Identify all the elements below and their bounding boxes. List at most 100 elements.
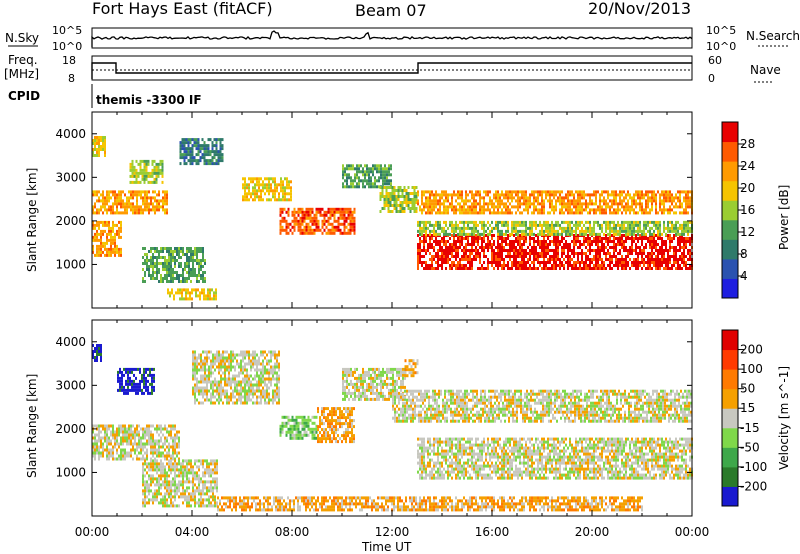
freq-trace xyxy=(91,62,692,79)
freq-panel-frame xyxy=(91,55,693,81)
colorbar-swatch-1 xyxy=(722,466,738,487)
colorbar-label-5: -50 xyxy=(740,440,760,454)
ytick-label-0-2: 3000 xyxy=(55,170,86,184)
data-region-0-12 xyxy=(417,234,693,270)
colorbar-swatch-8 xyxy=(722,330,738,351)
colorbar-swatch-8 xyxy=(722,122,738,143)
station-title: Fort Hays East (fitACF) xyxy=(92,0,273,18)
data-region-1-10 xyxy=(404,359,419,378)
xtick-label-6: 00:00 xyxy=(675,525,710,539)
colorbar-frame xyxy=(721,329,739,507)
data-region-0-10 xyxy=(379,186,418,213)
ytick-label-1-1: 2000 xyxy=(55,422,86,436)
data-region-1-8 xyxy=(392,389,692,423)
nsearch-tick-low: 10^0 xyxy=(706,40,736,53)
nsky-trace xyxy=(91,30,693,47)
colorbar-label-4: 20 xyxy=(740,181,755,195)
data-region-0-0 xyxy=(92,220,122,257)
xtick-label-1: 04:00 xyxy=(175,525,210,539)
power-panel-data xyxy=(92,136,693,301)
colorbar-swatch-5 xyxy=(722,180,738,201)
ytick-label-1-2: 3000 xyxy=(55,378,86,392)
data-region-1-6 xyxy=(317,407,355,444)
data-region-0-4 xyxy=(142,247,206,283)
nave-tick-low: 0 xyxy=(708,72,715,85)
ytick-label-0-1: 2000 xyxy=(55,214,86,228)
data-region-0-3 xyxy=(92,136,106,157)
xtick-label-0: 00:00 xyxy=(75,525,110,539)
colorbar-swatch-3 xyxy=(722,219,738,240)
colorbar-swatch-1 xyxy=(722,258,738,279)
data-region-1-11 xyxy=(217,496,643,512)
colorbar-swatch-6 xyxy=(722,161,738,182)
velocity-colorbar-label: Velocity [m s^-1] xyxy=(777,366,791,470)
freq-label: Freq. xyxy=(8,53,38,67)
nsky-label: N.Sky xyxy=(5,31,39,45)
date-title: 20/Nov/2013 xyxy=(588,0,691,18)
power-ylabel: Slant Range [km] xyxy=(25,168,39,272)
data-region-0-2 xyxy=(129,159,164,184)
velocity-panel-data xyxy=(92,344,693,512)
colorbar-label-2: 12 xyxy=(740,225,755,239)
xtick-label-2: 08:00 xyxy=(275,525,310,539)
ytick-label-1-0: 1000 xyxy=(55,465,86,479)
data-region-0-5 xyxy=(167,288,217,301)
xtick-label-3: 12:00 xyxy=(375,525,410,539)
axes-ticks: 1000 2000 3000 4000 1000 2000 3000 4000 00:00 04:… xyxy=(55,112,709,539)
colorbar-swatch-5 xyxy=(722,388,738,409)
colorbar-label-0: 4 xyxy=(740,269,748,283)
data-region-0-13 xyxy=(417,220,693,236)
colorbar-label-6: 28 xyxy=(740,137,755,151)
colorbar-swatch-7 xyxy=(722,141,738,162)
nsky-tick-high: 10^5 xyxy=(52,24,82,37)
colorbar-swatch-2 xyxy=(722,239,738,260)
cpid-text: themis -3300 IF xyxy=(96,93,202,107)
ytick-label-0-3: 4000 xyxy=(55,127,86,141)
ytick-label-0-0: 1000 xyxy=(55,257,86,271)
data-region-0-1 xyxy=(92,190,168,215)
data-region-1-2 xyxy=(92,344,102,362)
colorbar-swatch-4 xyxy=(722,408,738,429)
freq-unit: [MHz] xyxy=(4,67,39,81)
freq-tick-low: 8 xyxy=(68,72,75,85)
colorbar-label-6: -100 xyxy=(740,460,767,474)
nave-tick-high: 60 xyxy=(708,54,722,67)
velocity-colorbar: 200 100 50 15 -15 -50 -100 -200 xyxy=(721,329,767,507)
colorbar-label-1: 100 xyxy=(740,362,763,376)
data-region-1-5 xyxy=(279,415,318,440)
velocity-ylabel: Slant Range [km] xyxy=(25,374,39,478)
colorbar-swatch-7 xyxy=(722,349,738,370)
colorbar-swatch-0 xyxy=(722,278,738,299)
data-region-0-11 xyxy=(417,190,693,215)
colorbar-label-5: 24 xyxy=(740,159,755,173)
data-region-0-8 xyxy=(279,207,356,235)
x-axis-label: Time UT xyxy=(361,540,412,554)
beam-title: Beam 07 xyxy=(355,1,427,20)
data-region-0-9 xyxy=(342,164,392,189)
power-colorbar-label: Power [dB] xyxy=(777,185,791,250)
colorbar-swatch-4 xyxy=(722,200,738,221)
colorbar-swatch-6 xyxy=(722,369,738,390)
nsky-tick-low: 10^0 xyxy=(52,40,82,53)
power-colorbar: 4 8 12 16 20 24 28 xyxy=(721,121,755,299)
data-region-1-9 xyxy=(417,437,693,480)
colorbar-label-7: -200 xyxy=(740,479,767,493)
data-region-0-7 xyxy=(242,177,292,202)
cpid-label: CPID xyxy=(8,89,40,103)
colorbar-swatch-3 xyxy=(722,427,738,448)
data-region-1-0 xyxy=(92,424,180,461)
colorbar-label-0: 200 xyxy=(740,343,763,357)
colorbar-swatch-2 xyxy=(722,447,738,468)
colorbar-label-1: 8 xyxy=(740,247,748,261)
nsearch-tick-high: 10^5 xyxy=(706,24,736,37)
freq-tick-high: 18 xyxy=(62,54,76,67)
data-region-1-1 xyxy=(117,367,155,395)
colorbar-label-3: 16 xyxy=(740,203,755,217)
xtick-label-5: 20:00 xyxy=(575,525,610,539)
colorbar-swatch-0 xyxy=(722,486,738,507)
data-region-1-4 xyxy=(192,350,280,405)
colorbar-label-2: 50 xyxy=(740,382,755,396)
colorbar-label-4: -15 xyxy=(740,421,760,435)
nsearch-label: N.Search xyxy=(746,29,800,43)
